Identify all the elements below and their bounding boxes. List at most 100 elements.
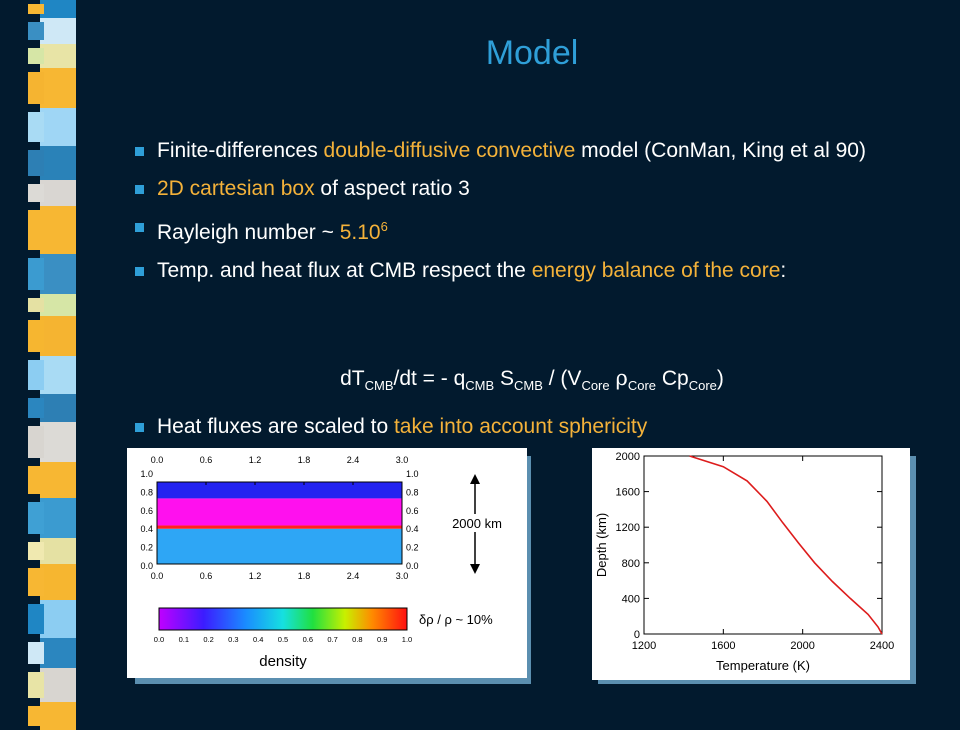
stripe-block — [40, 180, 76, 206]
y-tick-right: 1.0 — [406, 469, 419, 479]
bullet-item: Temp. and heat flux at CMB respect the e… — [133, 258, 913, 284]
stripe-block — [40, 294, 76, 316]
bullet-item: 2D cartesian box of aspect ratio 3 — [133, 176, 913, 202]
temperature-profile-line — [689, 455, 883, 635]
last-bullet-plain: Heat fluxes are scaled to — [157, 415, 394, 438]
stripe-block — [28, 320, 44, 352]
last-bullet-highlight: take into account sphericity — [393, 415, 648, 438]
colorbar-tick: 0.1 — [179, 635, 189, 644]
stripe-block — [28, 150, 44, 176]
bullet-text: model (ConMan, King et al 90) — [575, 139, 866, 162]
stripe-block — [28, 642, 44, 664]
stripe-block — [28, 72, 44, 104]
eq-f: ) — [716, 367, 724, 390]
decorative-stripe — [0, 0, 92, 730]
bullet-item: Rayleigh number ~ 5.106 — [133, 214, 913, 246]
y-tick-label: 400 — [622, 593, 640, 605]
colorbar-tick: 0.0 — [154, 635, 164, 644]
x-tick-bottom: 1.2 — [249, 571, 262, 581]
x-tick-bottom: 1.8 — [298, 571, 311, 581]
stripe-block — [40, 146, 76, 180]
stripe-block — [28, 604, 44, 634]
colorbar-tick: 0.6 — [303, 635, 313, 644]
stripe-block — [40, 316, 76, 356]
y-axis-label: Depth (km) — [594, 513, 609, 577]
eq-a-sub: CMB — [364, 378, 394, 394]
y-tick-right: 0.6 — [406, 506, 419, 516]
plot-frame — [643, 455, 883, 635]
y-tick-label: 800 — [622, 558, 640, 570]
stripe-block — [28, 466, 44, 494]
bullet-highlight: 2D cartesian box — [157, 177, 315, 200]
x-tick-top: 1.2 — [249, 455, 262, 465]
stripe-block — [40, 702, 76, 730]
x-tick-bottom: 2.4 — [347, 571, 360, 581]
x-tick-top: 3.0 — [396, 455, 409, 465]
stripe-block — [28, 112, 44, 142]
x-tick-label: 1600 — [711, 640, 735, 652]
x-tick-top: 1.8 — [298, 455, 311, 465]
eq-rho: ρ — [615, 366, 628, 390]
temperature-profile-figure: 1200 1600 2000 2400 0 400 800 1200 1600 2000 Tempe… — [592, 448, 910, 680]
bullet-highlight: double-diffusive convective — [323, 139, 576, 162]
x-tick-label: 2400 — [870, 640, 894, 652]
colorbar-tick: 0.9 — [377, 635, 387, 644]
arrow-head-up — [470, 474, 480, 484]
density-layer — [157, 525, 402, 529]
eq-e: Cp — [656, 367, 689, 390]
stripe-block — [28, 672, 44, 698]
colorbar-tick: 1.0 — [402, 635, 412, 644]
arrow-head-down — [470, 564, 480, 574]
colorbar-tick: 0.3 — [228, 635, 238, 644]
eq-c-sub: CMB — [514, 378, 543, 394]
stripe-block — [28, 426, 44, 458]
slide-title: Model — [485, 34, 579, 72]
stripe-block — [40, 638, 76, 668]
x-tick-bottom: 0.0 — [151, 571, 164, 581]
y-tick-right: 0.2 — [406, 543, 419, 553]
y-tick-left: 0.8 — [140, 487, 153, 497]
stripe-block — [28, 360, 44, 390]
plot-frame — [156, 481, 403, 565]
stripe-block — [40, 668, 76, 702]
y-tick-left: 0.0 — [140, 561, 153, 571]
bullet-text: Temp. and heat flux at CMB respect the — [157, 259, 532, 282]
eq-a: dT — [340, 367, 365, 390]
bullet-text: : — [780, 259, 787, 282]
last-bullet: Heat fluxes are scaled to take into acco… — [133, 414, 913, 452]
bullet-text: Rayleigh number ~ — [157, 221, 340, 244]
x-tick-label: 1200 — [632, 640, 656, 652]
y-tick-label: 1200 — [616, 522, 640, 534]
label-bg — [445, 514, 509, 532]
colorbar-label: density — [259, 653, 307, 670]
stripe-block — [28, 258, 44, 290]
stripe-block — [28, 298, 44, 312]
stripe-block — [40, 0, 76, 18]
density-figure-svg: 0.00.00.60.61.21.21.81.82.42.43.03.01.0 1… — [140, 455, 509, 670]
stripe-block — [28, 542, 44, 560]
bullet-item: Finite-differences double-diffusive conv… — [133, 138, 913, 164]
temperature-chart-svg: 1200 1600 2000 2400 0 400 800 1200 1600 2000 Tempe… — [594, 451, 894, 673]
bullet-text: Finite-differences — [157, 139, 324, 162]
eq-d-sub: Core — [581, 378, 610, 394]
eq-c: S — [494, 367, 515, 390]
stripe-block — [28, 568, 44, 596]
y-tick-left: 0.2 — [140, 543, 153, 553]
stripe-block — [40, 68, 76, 108]
stripe-block — [28, 4, 44, 14]
colorbar-tick: 0.4 — [253, 635, 263, 644]
stripe-block — [40, 18, 76, 44]
colorbar-tick: 0.8 — [352, 635, 362, 644]
x-tick-bottom: 3.0 — [396, 571, 409, 581]
y-tick-right: 0.0 — [406, 561, 419, 571]
stripe-block — [40, 108, 76, 146]
stripe-block — [28, 706, 44, 726]
eq-rho-sub: Core — [627, 378, 657, 394]
y-tick-right: 0.8 — [406, 487, 419, 497]
x-tick-top: 0.0 — [151, 455, 164, 465]
y-tick-label: 2000 — [616, 451, 640, 463]
stripe-block — [28, 184, 44, 202]
eq-b: /dt = - q — [393, 367, 466, 390]
colorbar-tick: 0.5 — [278, 635, 288, 644]
stripe-block — [28, 210, 44, 250]
